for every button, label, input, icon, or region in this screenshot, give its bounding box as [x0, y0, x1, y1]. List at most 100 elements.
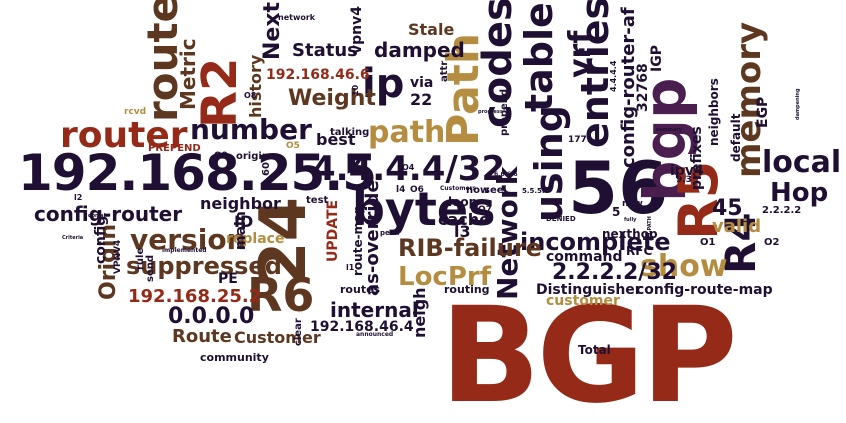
word-vrf: vrf: [563, 30, 598, 78]
word-customer: customer: [546, 293, 620, 309]
word-internal: internal: [330, 298, 419, 322]
word-number: number: [190, 113, 312, 146]
word-o6: O6: [410, 185, 424, 195]
word-best: best: [316, 130, 356, 149]
word-bytes: bytes: [352, 182, 496, 236]
word-main: main: [233, 211, 249, 250]
word-o9: O9: [214, 151, 228, 161]
word-new: new: [622, 199, 643, 209]
word-vpnv4: vpnv4: [349, 6, 365, 54]
word-45: 45: [712, 196, 743, 221]
word-pe: PE: [218, 271, 238, 287]
word-1771: 1771: [568, 135, 594, 145]
word-ip-2222: 2.2.2.2: [762, 205, 802, 216]
word-version: version: [130, 223, 247, 256]
word-hop: Hop: [770, 178, 829, 208]
word-as-override: as-override: [362, 180, 383, 296]
word-customers: Customers: [440, 185, 477, 192]
word-prepend-upper: PREPEND: [148, 143, 201, 154]
word-prefix-2222: 2.2.2.2/32: [552, 260, 677, 285]
word-network-small: network: [278, 13, 316, 22]
word-60: 60: [261, 162, 272, 176]
word-ipv4: ipv4: [670, 163, 704, 179]
word-l2: l2: [74, 193, 83, 202]
word-distinguisher: Distinguisher: [536, 282, 642, 298]
word-56: 56: [568, 146, 669, 230]
word-path: path: [368, 115, 446, 150]
word-l1: l1: [346, 263, 355, 272]
word-talking: talking: [330, 127, 370, 138]
word-using: using: [527, 105, 571, 222]
word-peak: peak: [380, 229, 400, 237]
word-as-path: AS-PATH: [647, 216, 653, 240]
word-total: Total: [578, 343, 611, 357]
word-test: test: [306, 195, 329, 206]
word-cache: cache: [438, 210, 491, 229]
word-config-route-map: config-route-map: [636, 282, 773, 298]
word-criteria: Criteria: [62, 235, 84, 241]
word-routes: routes: [340, 283, 381, 296]
word-egp: EGP: [755, 96, 771, 128]
word-prefixes: prefixes: [689, 126, 705, 190]
word-rib-failure: RIB-failure: [398, 234, 542, 262]
word-community: community: [200, 351, 269, 364]
word-l4: l4: [396, 185, 406, 195]
word-now: now: [466, 185, 490, 196]
word-denied: DENIED: [546, 215, 576, 223]
word-o4: O4: [402, 163, 415, 172]
word-neighbor: neighbor: [200, 194, 281, 213]
word-incomplete: incomplete: [520, 228, 671, 256]
word-routing: routing: [444, 283, 490, 296]
word-next: Next: [260, 1, 285, 60]
word-implemented: implemented: [162, 247, 207, 254]
word-id: ID: [234, 212, 254, 231]
word-ip-5555: 5.5.5.5: [522, 187, 550, 195]
word-ip-25-2: 192.168.25.2: [128, 286, 262, 307]
word-send: send: [145, 254, 156, 282]
word-9-3: 9.3: [676, 175, 692, 185]
word-domain: domain: [88, 213, 109, 219]
word-table: table: [517, 2, 561, 112]
word-rfc: RFC: [626, 244, 653, 258]
word-32768: 32768: [635, 63, 651, 112]
word-suppressed: suppressed: [126, 252, 282, 280]
word-l3: l3: [454, 222, 471, 241]
word-22: 22: [410, 90, 433, 109]
word-attr: attr: [439, 60, 450, 82]
word-weight: Weight: [288, 86, 376, 111]
word-default: default: [729, 113, 743, 162]
word-origin: origin: [236, 151, 269, 162]
word-see: see: [484, 185, 504, 196]
word-ip-4444: 4.4.4.4: [609, 60, 618, 92]
word-via: via: [410, 75, 434, 91]
word-config-router: config-router: [34, 202, 183, 226]
word-valid: valid: [712, 216, 762, 237]
word-o8: O8: [244, 91, 257, 100]
word-nexthop: nexthop: [602, 227, 658, 241]
word-router: router: [60, 115, 188, 156]
word-loop: loop: [448, 195, 478, 209]
word-neighbors: neighbors: [707, 78, 721, 146]
word-metric: Metric: [176, 38, 200, 110]
word-announced: announced: [356, 331, 394, 338]
word-ip: ip: [362, 61, 405, 107]
word-vpnv4-upper: VPNV4: [113, 239, 123, 274]
word-rcvd: rcvd: [124, 107, 147, 117]
word-local: local: [762, 145, 842, 180]
word-customer-cap: Customer: [234, 328, 321, 347]
word-ip-6666: 6.6.6.6: [494, 171, 518, 178]
word-prefix-4444: 4.4.4.4/32: [312, 149, 506, 189]
word-damped: damped: [374, 38, 465, 62]
word-ip-25-5: 192.168.25.5: [18, 144, 377, 202]
word-igp: IGP: [649, 45, 665, 72]
word-zeros: 0.0.0.0: [168, 304, 255, 329]
word-bgp-big: BGP: [440, 279, 738, 423]
word-10: 10: [351, 84, 360, 96]
word-fully: fully: [624, 217, 637, 223]
word-5: 5: [612, 205, 621, 219]
word-o7: O7: [478, 205, 492, 215]
word-config: config: [93, 215, 109, 264]
word-o2: O2: [764, 237, 780, 248]
word-locprf: LocPrf: [398, 262, 492, 292]
